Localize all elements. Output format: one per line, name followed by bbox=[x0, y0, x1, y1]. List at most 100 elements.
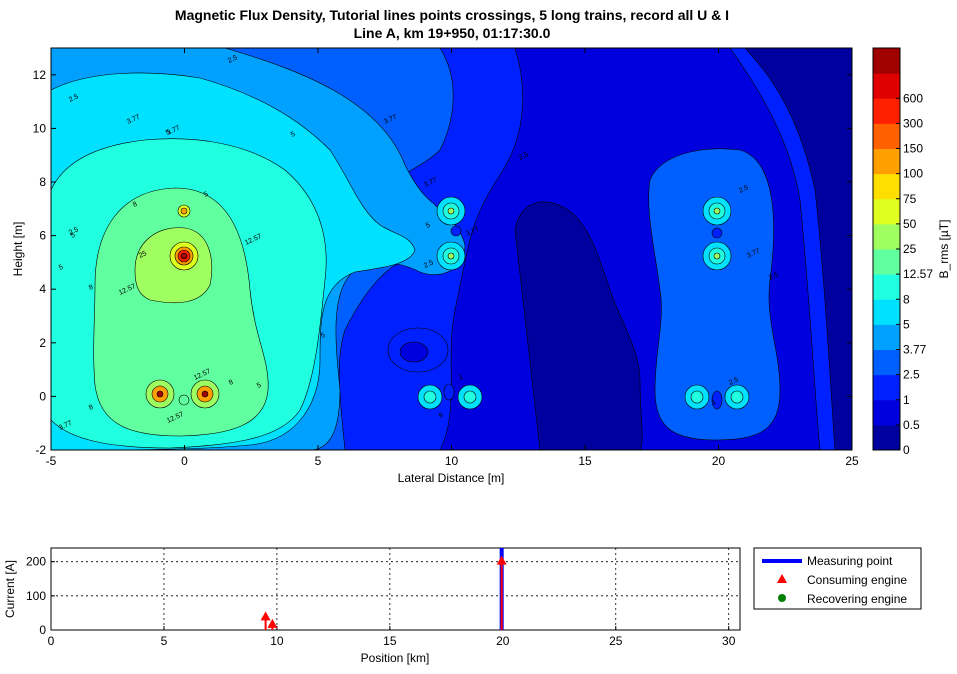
current-x-axis-label: Position [km] bbox=[361, 651, 430, 665]
colorbar-swatch bbox=[873, 374, 900, 401]
colorbar-swatch bbox=[873, 349, 900, 376]
x-tick-label: 15 bbox=[383, 634, 397, 648]
colorbar-tick-label: 150 bbox=[903, 142, 923, 156]
contour-label: 2.5 bbox=[768, 271, 780, 282]
x-tick-label: 25 bbox=[609, 634, 623, 648]
contour-label: 1 bbox=[458, 374, 465, 382]
x-axis-ticks: -5 0 5 10 15 20 25 bbox=[46, 48, 859, 468]
x-tick-label: 0 bbox=[48, 634, 55, 648]
colorbar-swatch bbox=[873, 299, 900, 325]
colorbar-swatch bbox=[873, 48, 900, 74]
colorbar-tick-label: 25 bbox=[903, 242, 917, 256]
contour-band-2-5-right bbox=[648, 148, 781, 441]
x-tick-label: 10 bbox=[270, 634, 284, 648]
colorbar-tick-label: 50 bbox=[903, 217, 917, 231]
x-tick-label: 20 bbox=[496, 634, 510, 648]
legend-recovering-engine-swatch bbox=[778, 594, 786, 602]
contour-label: 5 bbox=[165, 129, 172, 137]
colorbar-tick-label: 75 bbox=[903, 192, 917, 206]
contour-label: 8 bbox=[228, 379, 235, 387]
y-tick-label: 100 bbox=[26, 589, 46, 603]
current-plot: 0 5 10 15 20 25 30 0 100 200 Position [km] Curre… bbox=[3, 547, 741, 665]
contour-label: 5 bbox=[70, 232, 77, 240]
current-plot-marks bbox=[260, 548, 507, 630]
current-x-axis-ticks: 0 5 10 15 20 25 30 bbox=[48, 626, 736, 648]
chart-title-line-1: Magnetic Flux Density, Tutorial lines po… bbox=[175, 7, 729, 23]
contour-band-12-57 bbox=[93, 187, 269, 437]
chart-title-line-2: Line A, km 19+950, 01:17:30.0 bbox=[354, 25, 551, 41]
current-y-axis-label: Current [A] bbox=[3, 560, 17, 618]
contour-label: 2.5 bbox=[738, 184, 750, 195]
contour-label: 8 bbox=[88, 404, 95, 412]
x-tick-label: -5 bbox=[46, 454, 57, 468]
y-tick-label: 2 bbox=[39, 336, 46, 350]
contour-label: 5 bbox=[425, 222, 432, 230]
legend-measuring-point-label: Measuring point bbox=[807, 554, 893, 568]
colorbar-tick-label: 8 bbox=[903, 292, 910, 306]
contour-label: 5 bbox=[58, 264, 65, 272]
consuming-engine-marker bbox=[260, 611, 271, 621]
x-tick-label: 5 bbox=[161, 634, 168, 648]
colorbar-tick-label: 300 bbox=[903, 116, 923, 130]
consuming-engine-marker bbox=[496, 555, 507, 565]
colorbar-swatch bbox=[873, 98, 900, 124]
y-tick-label: 0 bbox=[39, 623, 46, 637]
y-axis-ticks: -2 0 2 4 6 8 10 12 bbox=[33, 68, 852, 457]
contour-label: 5 bbox=[256, 382, 263, 390]
contour-label: 2.5 bbox=[423, 259, 435, 270]
x-tick-label: 10 bbox=[445, 454, 459, 468]
current-plot-frame bbox=[50, 547, 741, 631]
colorbar-swatch bbox=[873, 223, 900, 250]
colorbar: 0 0.5 1 2.5 3.77 5 8 12.57 25 50 75 100 150 300 600 bbox=[872, 47, 933, 457]
colorbar-swatch bbox=[873, 173, 900, 200]
y-tick-label: -2 bbox=[35, 443, 46, 457]
legend-consuming-engine-swatch bbox=[777, 574, 787, 583]
x-tick-label: 0 bbox=[181, 454, 188, 468]
colorbar-tick-label: 3.77 bbox=[903, 343, 927, 357]
colorbar-swatch bbox=[873, 324, 900, 350]
colorbar-swatch bbox=[873, 274, 900, 300]
colorbar-swatch bbox=[873, 198, 900, 225]
y-tick-label: 10 bbox=[33, 121, 47, 135]
x-tick-label: 30 bbox=[722, 634, 736, 648]
x-tick-label: 15 bbox=[578, 454, 592, 468]
colorbar-swatch bbox=[873, 123, 900, 149]
y-tick-label: 12 bbox=[33, 68, 47, 82]
contour-label: 2.5 bbox=[728, 376, 740, 387]
y-axis-label: Height [m] bbox=[11, 222, 25, 277]
contour-label: 5 bbox=[320, 332, 327, 340]
x-axis-label: Lateral Distance [m] bbox=[398, 471, 505, 485]
y-tick-label: 6 bbox=[39, 229, 46, 243]
contour-label: 2.5 bbox=[227, 54, 239, 65]
contour-band-0-center bbox=[514, 201, 643, 450]
y-tick-label: 8 bbox=[39, 175, 46, 189]
contour-label: 25 bbox=[138, 250, 148, 260]
consuming-engine-marker bbox=[267, 618, 278, 628]
current-y-axis-ticks: 0 100 200 bbox=[26, 555, 55, 637]
contour-label: 8 bbox=[88, 284, 95, 292]
x-tick-label: 5 bbox=[315, 454, 322, 468]
colorbar-swatch bbox=[873, 399, 900, 426]
contour-label: 2.5 bbox=[68, 226, 80, 237]
contour-label: 2.5 bbox=[68, 93, 80, 104]
contour-label: 5 bbox=[290, 131, 297, 139]
y-tick-label: 4 bbox=[39, 282, 46, 296]
colorbar-swatch bbox=[873, 148, 900, 175]
contour-label: 5 bbox=[203, 191, 210, 199]
colorbar-tick-label: 12.57 bbox=[903, 267, 933, 281]
colorbar-swatch bbox=[873, 73, 900, 99]
source-rings bbox=[145, 196, 750, 410]
colorbar-tick-label: 1 bbox=[903, 393, 910, 407]
contour-label: 8 bbox=[438, 412, 445, 420]
contour-band-0-far-right bbox=[744, 48, 852, 450]
contour-label: 1 bbox=[711, 399, 718, 407]
colorbar-tick-label: 600 bbox=[903, 91, 923, 105]
legend: Measuring point Consuming engine Recover… bbox=[753, 547, 922, 610]
colorbar-swatch bbox=[873, 249, 900, 275]
colorbar-tick-label: 5 bbox=[903, 317, 910, 331]
colorbar-label: B_rms [µT] bbox=[937, 220, 951, 279]
y-tick-label: 0 bbox=[39, 389, 46, 403]
contour-label: 2.5 bbox=[518, 151, 530, 162]
colorbar-tick-label: 2.5 bbox=[903, 368, 920, 382]
